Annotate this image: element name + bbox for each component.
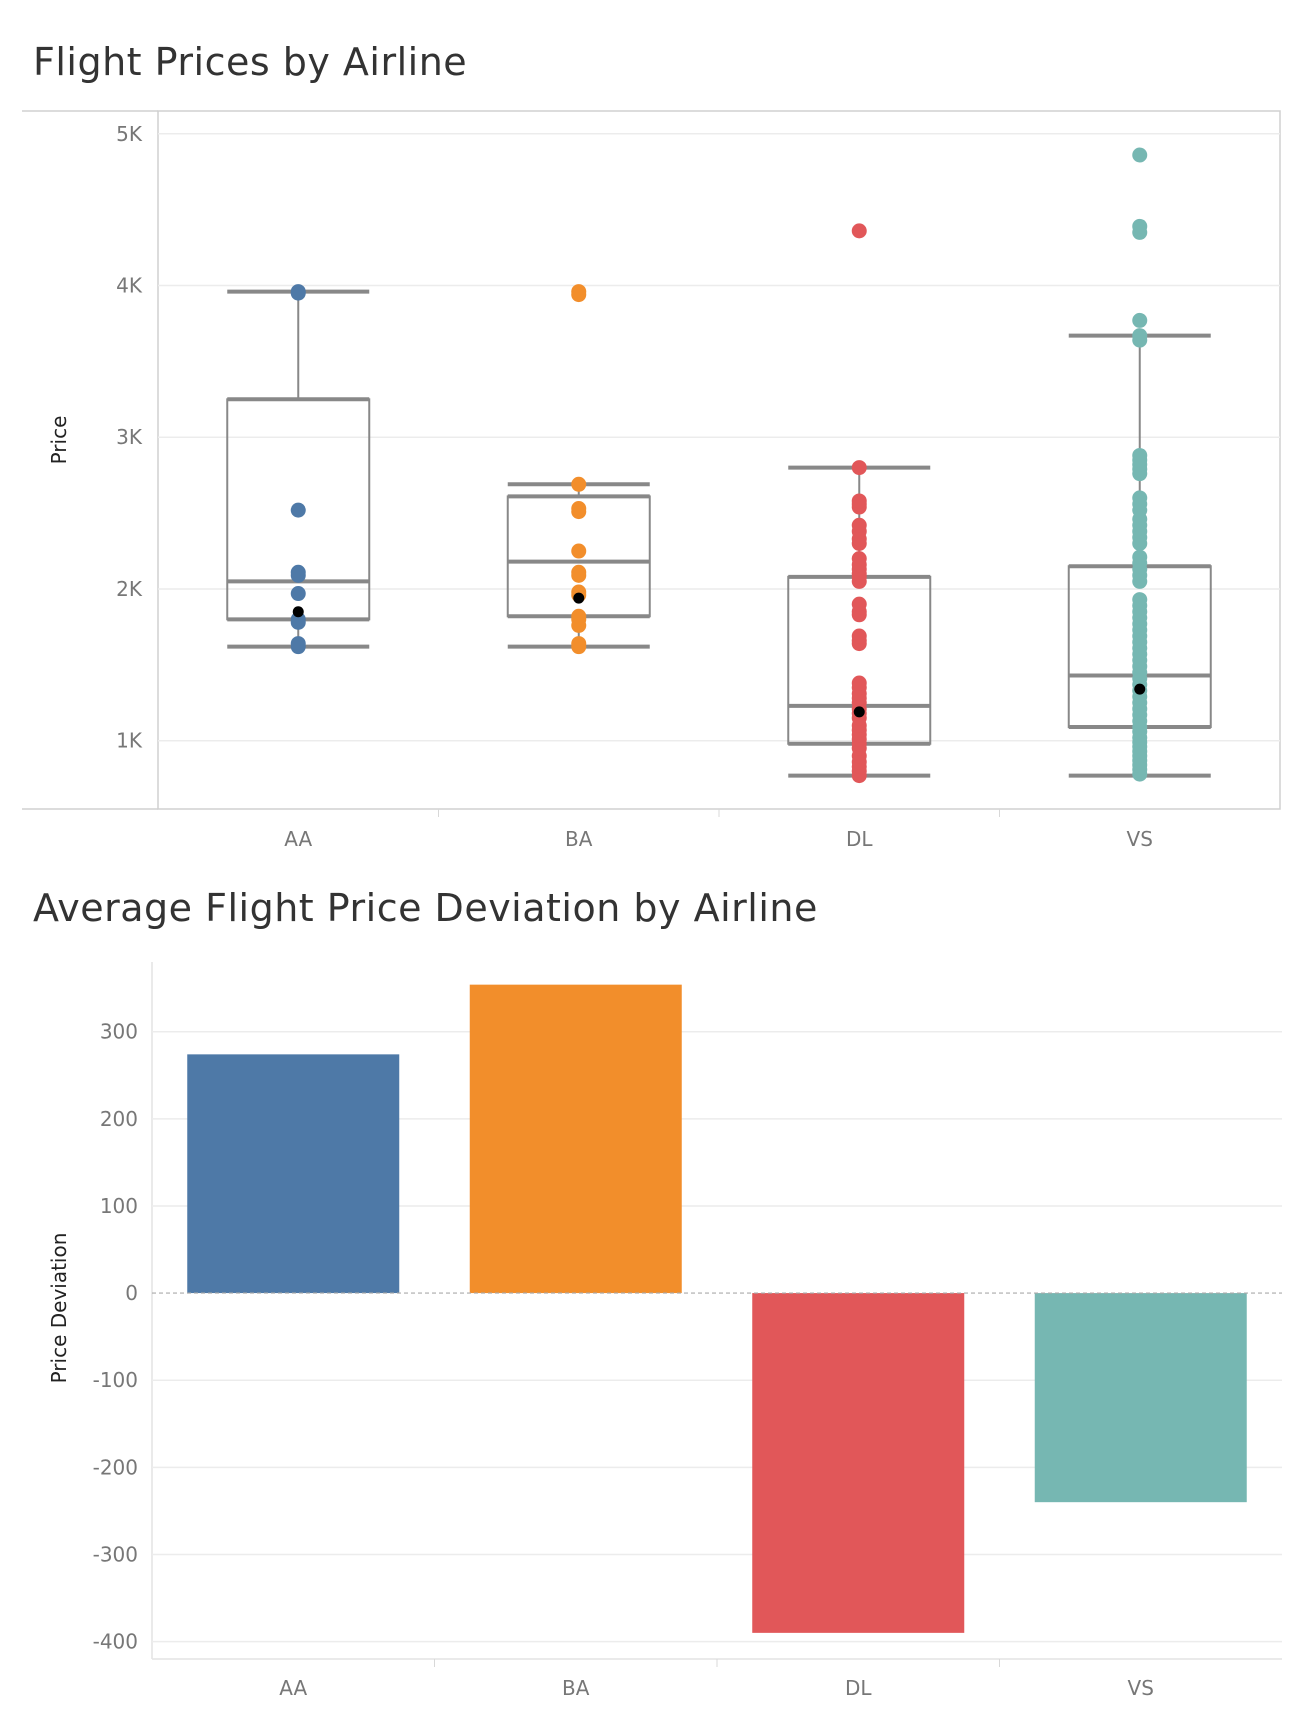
y-tick-label: 1K [116, 729, 143, 753]
data-point [851, 493, 867, 509]
x-tick-label: BA [562, 1676, 590, 1700]
y-axis-title: Price Deviation [47, 1233, 71, 1384]
box-plot-chart: 1K 2K 3K 4K 5K AA BA DL VS Price [22, 110, 1281, 851]
data-point [1132, 490, 1148, 506]
data-point [851, 628, 867, 644]
bar-vs [1034, 1293, 1247, 1503]
data-point [571, 476, 587, 492]
data-point [851, 675, 867, 691]
data-point [851, 460, 867, 476]
data-point [1132, 147, 1148, 163]
data-point [1132, 312, 1148, 328]
bar-ba [469, 984, 682, 1294]
data-point [290, 502, 306, 518]
x-tick-label: VS [1127, 827, 1153, 851]
data-point [1132, 447, 1148, 463]
data-point [571, 543, 587, 559]
y-tick-label: 0 [125, 1281, 138, 1305]
x-tick-label: VS [1128, 1676, 1154, 1700]
bar-aa [187, 1054, 400, 1294]
x-tick-label: DL [846, 827, 873, 851]
mean-marker [573, 592, 585, 604]
mean-marker [1134, 683, 1146, 695]
x-tick-label: BA [565, 827, 593, 851]
data-point [1132, 592, 1148, 608]
data-point [571, 284, 587, 300]
x-tick-label: AA [284, 827, 312, 851]
data-point [571, 564, 587, 580]
box-group-ba [506, 284, 651, 655]
data-point [571, 501, 587, 517]
y-tick-label: 4K [116, 274, 143, 298]
y-tick-label: -400 [93, 1630, 138, 1654]
y-tick-label: 2K [116, 577, 143, 601]
box-group-vs [1067, 147, 1212, 782]
data-point [571, 608, 587, 624]
data-point [1132, 218, 1148, 234]
mean-marker [292, 606, 304, 618]
data-point [290, 586, 306, 602]
data-point [851, 223, 867, 239]
box-group-dl [787, 223, 932, 784]
data-point [1132, 549, 1148, 565]
y-tick-label: -300 [93, 1542, 138, 1566]
data-point [851, 517, 867, 533]
y-tick-label: 3K [116, 425, 143, 449]
data-point [1132, 328, 1148, 344]
y-tick-label: 200 [100, 1107, 138, 1131]
x-tick-label: DL [845, 1676, 872, 1700]
bar-chart-title: Average Flight Price Deviation by Airlin… [33, 886, 818, 930]
y-axis-title: Price [47, 416, 71, 465]
x-tick-label: AA [279, 1676, 307, 1700]
y-tick-label: 300 [100, 1020, 138, 1044]
box-group-aa [226, 284, 371, 655]
y-tick-label: 100 [100, 1194, 138, 1218]
mean-marker [853, 706, 865, 718]
data-point [290, 564, 306, 580]
data-point [851, 596, 867, 612]
box-chart-title: Flight Prices by Airline [33, 40, 468, 84]
data-point [571, 636, 587, 652]
data-point [851, 551, 867, 567]
y-tick-label: -200 [93, 1455, 138, 1479]
bar-dl [752, 1293, 965, 1633]
y-tick-label: 5K [116, 122, 143, 146]
data-point [290, 284, 306, 300]
y-tick-label: -100 [93, 1368, 138, 1392]
data-point [290, 636, 306, 652]
